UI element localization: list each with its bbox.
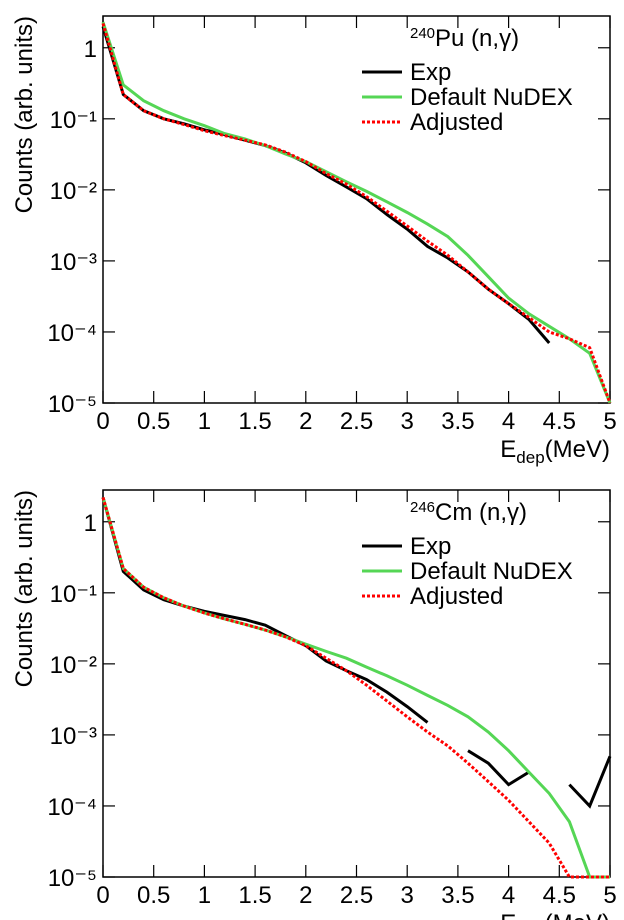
x-tick-label: 5	[603, 882, 616, 909]
x-tick-label: 3	[401, 408, 414, 435]
annotation: 240Pu (n,γ)	[410, 25, 519, 52]
x-tick-label: 5	[603, 408, 616, 435]
legend-label: Default NuDEX	[410, 84, 573, 111]
x-tick-label: 1.5	[238, 882, 271, 909]
annotation-main: Cm (n,γ)	[435, 499, 527, 526]
series-line	[101, 496, 610, 879]
legend-label: Default NuDEX	[410, 558, 573, 585]
x-label-unit: (MeV)	[545, 910, 610, 920]
annotation-main: Pu (n,γ)	[435, 25, 519, 52]
x-tick-label: 1.5	[238, 408, 271, 435]
y-tick-label: 10⁻¹	[50, 107, 97, 134]
x-axis-label: Edep(MeV)	[500, 436, 610, 467]
x-tick-label: 0.5	[137, 408, 170, 435]
panel: 0 0.5 1 1.5 2 2.5 3 3.5 4 4.5 5 10⁻⁵ 10⁻⁴ 10⁻³ 10⁻² 10⁻…	[11, 489, 617, 920]
x-tick-label: 2	[299, 408, 312, 435]
x-tick-label: 1	[198, 882, 211, 909]
x-tick-label: 0	[96, 408, 109, 435]
y-tick-label: 10⁻¹	[50, 581, 97, 608]
x-tick-label: 4	[502, 882, 515, 909]
x-tick-label: 2	[299, 882, 312, 909]
y-tick-label: 10⁻⁵	[48, 865, 97, 892]
x-tick-label: 2.5	[340, 882, 373, 909]
legend-label: Exp	[410, 533, 451, 560]
x-label-unit: (MeV)	[545, 436, 610, 463]
x-tick-label: 4	[502, 408, 515, 435]
x-label-main: E	[500, 436, 516, 463]
x-tick-label: 2.5	[340, 408, 373, 435]
y-tick-label: 1	[84, 36, 97, 63]
plot-frame	[102, 15, 611, 404]
x-tick-label: 3	[401, 882, 414, 909]
plot-frame	[102, 489, 611, 878]
y-tick-label: 10⁻²	[50, 652, 97, 679]
y-tick-label: 10⁻²	[50, 178, 97, 205]
series-line	[101, 497, 612, 809]
legend-label: Adjusted	[410, 109, 503, 136]
x-tick-label: 1	[198, 408, 211, 435]
panel: 0 0.5 1 1.5 2 2.5 3 3.5 4 4.5 5 10⁻⁵ 10⁻⁴ 10⁻³ 10⁻² 10⁻…	[11, 15, 617, 467]
y-tick-label: 10⁻³	[50, 723, 97, 750]
annotation-sup: 240	[410, 25, 435, 42]
x-tick-label: 3.5	[441, 408, 474, 435]
x-tick-label: 0.5	[137, 882, 170, 909]
annotation-sup: 246	[410, 499, 435, 516]
y-axis-label: Counts (arb. units)	[11, 16, 38, 213]
x-label-main: E	[500, 910, 516, 920]
x-axis-label: Edep(MeV)	[500, 910, 610, 920]
y-axis-label: Counts (arb. units)	[11, 490, 38, 687]
y-tick-label: 10⁻³	[50, 249, 97, 276]
x-tick-label: 3.5	[441, 882, 474, 909]
x-tick-label: 0	[96, 882, 109, 909]
series-line	[101, 496, 610, 879]
x-tick-label: 4.5	[543, 408, 576, 435]
y-tick-label: 10⁻⁴	[47, 794, 97, 821]
x-label-sub: dep	[516, 448, 544, 467]
legend-label: Adjusted	[410, 583, 503, 610]
legend-label: Exp	[410, 59, 451, 86]
x-tick-label: 4.5	[543, 882, 576, 909]
series-line	[101, 21, 612, 404]
series-line	[101, 22, 612, 404]
annotation: 246Cm (n,γ)	[410, 499, 527, 526]
y-tick-label: 10⁻⁴	[47, 320, 97, 347]
y-tick-label: 10⁻⁵	[48, 391, 97, 418]
y-tick-label: 1	[84, 510, 97, 537]
